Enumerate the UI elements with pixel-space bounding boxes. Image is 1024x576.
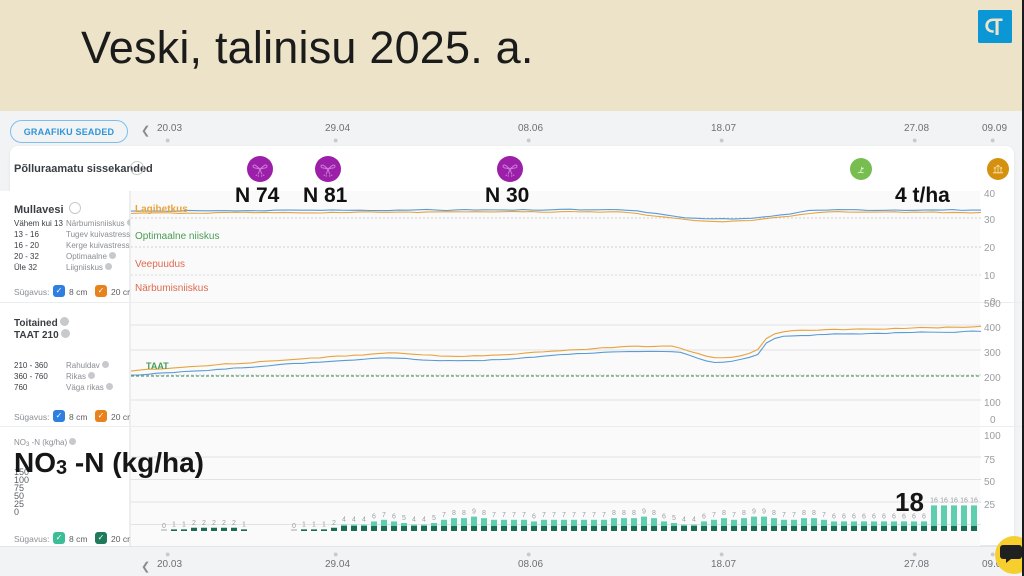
svg-text:1: 1: [312, 521, 316, 528]
svg-text:8: 8: [812, 510, 816, 517]
svg-text:7: 7: [382, 512, 386, 519]
svg-text:16: 16: [930, 497, 938, 504]
svg-text:4: 4: [422, 517, 426, 524]
svg-text:5: 5: [432, 515, 436, 522]
svg-text:6: 6: [832, 513, 836, 520]
svg-text:7: 7: [522, 512, 526, 519]
svg-text:16: 16: [940, 497, 948, 504]
svg-text:7: 7: [592, 512, 596, 519]
svg-text:6: 6: [872, 513, 876, 520]
svg-text:6: 6: [532, 513, 536, 520]
svg-text:5: 5: [672, 515, 676, 522]
svg-text:7: 7: [552, 512, 556, 519]
svg-text:1: 1: [302, 521, 306, 528]
svg-text:4: 4: [682, 517, 686, 524]
svg-text:6: 6: [862, 513, 866, 520]
svg-text:16: 16: [970, 497, 978, 504]
svg-text:4: 4: [412, 517, 416, 524]
svg-text:9: 9: [472, 509, 476, 516]
svg-text:8: 8: [452, 510, 456, 517]
svg-text:2: 2: [332, 520, 336, 527]
svg-text:8: 8: [772, 510, 776, 517]
svg-text:2: 2: [192, 520, 196, 527]
svg-text:7: 7: [782, 512, 786, 519]
svg-text:2: 2: [202, 520, 206, 527]
svg-text:1: 1: [242, 521, 246, 528]
svg-text:7: 7: [512, 512, 516, 519]
svg-text:7: 7: [502, 512, 506, 519]
svg-text:7: 7: [542, 512, 546, 519]
svg-text:1: 1: [182, 521, 186, 528]
svg-text:8: 8: [742, 510, 746, 517]
svg-text:9: 9: [762, 509, 766, 516]
svg-text:8: 8: [612, 510, 616, 517]
svg-text:6: 6: [662, 513, 666, 520]
svg-text:7: 7: [732, 512, 736, 519]
svg-text:8: 8: [632, 510, 636, 517]
svg-text:2: 2: [232, 520, 236, 527]
svg-text:4: 4: [362, 517, 366, 524]
svg-text:6: 6: [702, 513, 706, 520]
svg-text:16: 16: [960, 497, 968, 504]
svg-text:16: 16: [950, 497, 958, 504]
svg-text:7: 7: [572, 512, 576, 519]
svg-text:0: 0: [162, 523, 166, 530]
svg-text:9: 9: [642, 509, 646, 516]
svg-text:8: 8: [802, 510, 806, 517]
svg-text:4: 4: [692, 517, 696, 524]
svg-text:7: 7: [442, 512, 446, 519]
svg-text:8: 8: [722, 510, 726, 517]
svg-text:6: 6: [392, 513, 396, 520]
svg-text:7: 7: [582, 512, 586, 519]
svg-text:7: 7: [792, 512, 796, 519]
svg-text:1: 1: [172, 521, 176, 528]
svg-text:6: 6: [852, 513, 856, 520]
svg-text:9: 9: [752, 509, 756, 516]
svg-text:2: 2: [212, 520, 216, 527]
svg-text:7: 7: [822, 512, 826, 519]
svg-text:5: 5: [402, 515, 406, 522]
svg-text:6: 6: [842, 513, 846, 520]
svg-text:1: 1: [322, 521, 326, 528]
svg-text:7: 7: [602, 512, 606, 519]
svg-text:8: 8: [462, 510, 466, 517]
svg-text:4: 4: [342, 517, 346, 524]
svg-text:6: 6: [372, 513, 376, 520]
svg-text:8: 8: [622, 510, 626, 517]
svg-text:16: 16: [980, 497, 981, 504]
svg-text:7: 7: [712, 512, 716, 519]
svg-text:4: 4: [352, 517, 356, 524]
svg-text:6: 6: [882, 513, 886, 520]
svg-text:8: 8: [652, 510, 656, 517]
svg-text:0: 0: [292, 523, 296, 530]
svg-text:8: 8: [482, 510, 486, 517]
svg-text:7: 7: [492, 512, 496, 519]
svg-text:7: 7: [562, 512, 566, 519]
svg-text:2: 2: [222, 520, 226, 527]
